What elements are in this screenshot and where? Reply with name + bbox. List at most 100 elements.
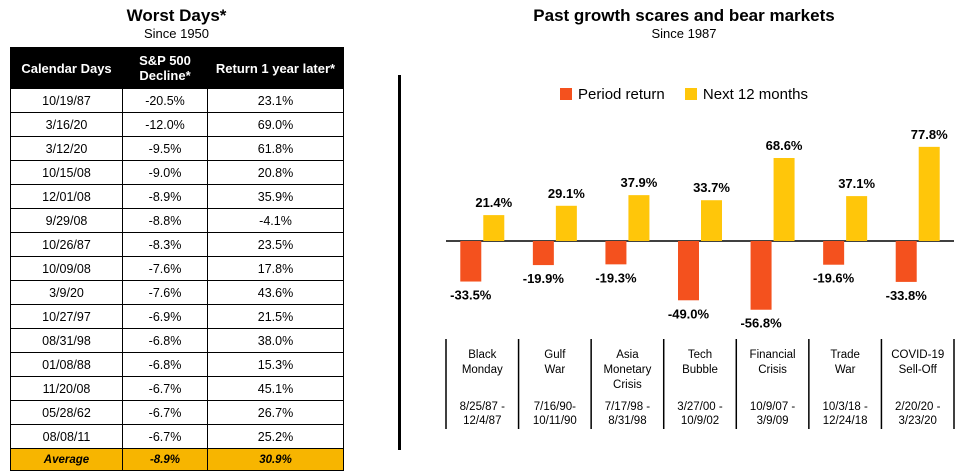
data-label-period-return: -56.8%: [740, 316, 782, 331]
cell-date: 3/9/20: [10, 280, 123, 305]
cell-decline: -6.8%: [122, 328, 208, 353]
cell-return: 45.1%: [207, 376, 344, 401]
cell-return: 21.5%: [207, 304, 344, 329]
cell-return: 43.6%: [207, 280, 344, 305]
cell-return: 20.8%: [207, 160, 344, 185]
category-label: Crisis: [758, 364, 787, 376]
data-label-period-return: -33.5%: [450, 288, 492, 303]
table-row: 11/20/08 -6.7% 45.1%: [10, 376, 344, 401]
cell-date: 01/08/88: [10, 352, 123, 377]
cell-return: 25.2%: [207, 424, 344, 449]
cell-decline: -6.7%: [122, 376, 208, 401]
bar-next-12-months: [846, 196, 868, 241]
cell-decline: -8.8%: [122, 208, 208, 233]
cell-date: 3/16/20: [10, 112, 123, 137]
cell-average-return: 30.9%: [207, 448, 344, 471]
cell-return: 17.8%: [207, 256, 344, 281]
bar-period-return: [895, 241, 917, 282]
cell-date: 9/29/08: [10, 208, 123, 233]
cell-average-label: Average: [10, 448, 123, 471]
legend-item-period-return: Period return: [560, 86, 665, 103]
data-label-next-12-months: 33.7%: [693, 180, 730, 195]
cell-decline: -6.8%: [122, 352, 208, 377]
category-label: Trade: [830, 349, 860, 361]
cell-date: 10/26/87: [10, 232, 123, 257]
cell-return: 23.5%: [207, 232, 344, 257]
cell-date: 08/31/98: [10, 328, 123, 353]
header-sp500-decline: S&P 500 Decline*: [122, 47, 208, 89]
worst-days-panel: Worst Days* Since 1950 Calendar Days S&P…: [10, 6, 344, 471]
data-label-period-return: -19.6%: [813, 271, 855, 286]
data-label-next-12-months: 77.8%: [911, 127, 948, 142]
table-row: 3/12/20 -9.5% 61.8%: [10, 136, 344, 161]
cell-date: 11/20/08: [10, 376, 123, 401]
category-date-range: 10/9/02: [681, 415, 719, 427]
cell-decline: -6.7%: [122, 424, 208, 449]
category-label: Crisis: [613, 379, 642, 391]
cell-date: 10/15/08: [10, 160, 123, 185]
data-label-next-12-months: 37.1%: [838, 176, 875, 191]
data-label-next-12-months: 21.4%: [475, 195, 512, 210]
table-row: 10/19/87 -20.5% 23.1%: [10, 88, 344, 113]
table-row: 10/27/97 -6.9% 21.5%: [10, 304, 344, 329]
table-row: 08/31/98 -6.8% 38.0%: [10, 328, 344, 353]
worst-days-table: Calendar Days S&P 500 Decline* Return 1 …: [10, 47, 344, 471]
table-row: 12/01/08 -8.9% 35.9%: [10, 184, 344, 209]
bar-period-return: [532, 241, 554, 266]
category-date-range: 8/31/98: [608, 415, 646, 427]
category-label: Monday: [462, 364, 503, 376]
data-label-period-return: -19.9%: [523, 271, 565, 286]
chart-title: Past growth scares and bear markets: [533, 6, 835, 25]
table-title: Worst Days*: [126, 6, 227, 25]
legend-label-period-return: Period return: [578, 86, 665, 103]
bar-period-return: [750, 241, 772, 310]
category-label: War: [835, 364, 856, 376]
category-label: COVID-19: [891, 349, 944, 361]
bar-period-return: [605, 241, 627, 265]
chart-subtitle: Since 1987: [651, 26, 717, 41]
table-row: 05/28/62 -6.7% 26.7%: [10, 400, 344, 425]
category-date-range: 10/3/18 -: [822, 401, 868, 413]
cell-average-decline: -8.9%: [122, 448, 208, 471]
legend-swatch-next-12-months: [684, 88, 697, 100]
cell-decline: -8.3%: [122, 232, 208, 257]
category-label: Asia: [616, 349, 639, 361]
bar-next-12-months: [483, 215, 505, 241]
bar-period-return: [460, 241, 482, 282]
table-header-row: Calendar Days S&P 500 Decline* Return 1 …: [10, 47, 344, 89]
category-label: Financial: [750, 349, 796, 361]
panel-divider: [398, 75, 401, 450]
cell-return: 35.9%: [207, 184, 344, 209]
cell-return: 61.8%: [207, 136, 344, 161]
cell-decline: -12.0%: [122, 112, 208, 137]
table-row: 3/16/20 -12.0% 69.0%: [10, 112, 344, 137]
bar-next-12-months: [773, 157, 795, 241]
category-date-range: 10/11/90: [533, 415, 577, 427]
cell-date: 10/27/97: [10, 304, 123, 329]
cell-date: 05/28/62: [10, 400, 123, 425]
category-date-range: 7/17/98 -: [605, 401, 651, 413]
table-row: 3/9/20 -7.6% 43.6%: [10, 280, 344, 305]
cell-decline: -8.9%: [122, 184, 208, 209]
category-date-range: 8/25/87 -: [460, 401, 506, 413]
cell-decline: -7.6%: [122, 280, 208, 305]
cell-decline: -9.5%: [122, 136, 208, 161]
cell-return: 15.3%: [207, 352, 344, 377]
category-date-range: 3/9/09: [757, 415, 789, 427]
data-label-period-return: -19.3%: [595, 270, 637, 285]
table-row: 9/29/08 -8.8% -4.1%: [10, 208, 344, 233]
category-date-range: 10/9/07 -: [750, 401, 796, 413]
bar-period-return: [823, 241, 845, 265]
cell-date: 10/09/08: [10, 256, 123, 281]
category-label: Tech: [688, 349, 712, 361]
cell-return: 38.0%: [207, 328, 344, 353]
data-label-period-return: -33.8%: [886, 288, 928, 303]
header-return-1-year: Return 1 year later*: [207, 47, 344, 89]
category-date-range: 12/24/18: [823, 415, 868, 427]
cell-date: 3/12/20: [10, 136, 123, 161]
bar-period-return: [678, 241, 699, 301]
cell-return: -4.1%: [207, 208, 344, 233]
cell-decline: -6.9%: [122, 304, 208, 329]
category-label: Black: [468, 349, 496, 361]
category-label: Gulf: [544, 349, 566, 361]
